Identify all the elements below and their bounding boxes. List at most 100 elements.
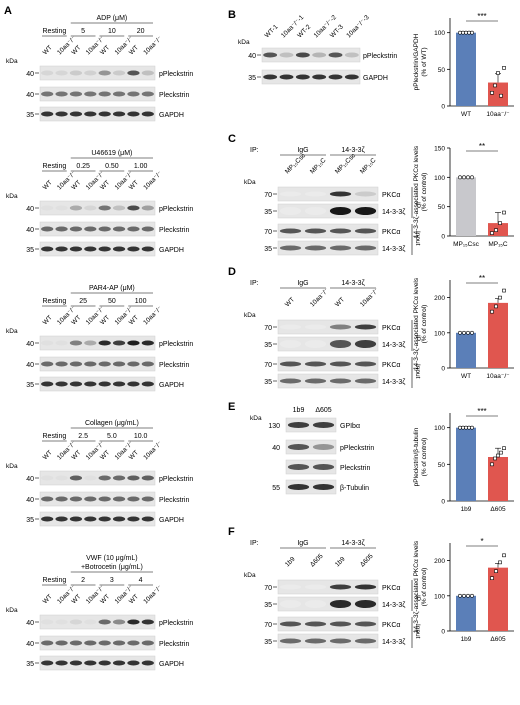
blot-label: Pleckstrin [159,497,189,504]
blot-label: PKCα [382,325,400,332]
dose-label: 10.0 [134,433,148,440]
band [279,621,302,627]
mw-marker: 40 [248,53,256,60]
y-tick-label: 50 [438,462,446,469]
kda-label: kDa [6,328,18,335]
band [329,378,352,384]
blot-label: Pleckstrin [159,227,189,234]
band [141,91,154,97]
band [98,340,111,346]
y-tick-label: 0 [441,234,445,241]
band [141,475,154,481]
bar [456,427,476,501]
blot-label: pPleckstrin [159,476,193,483]
lane-label: WT [334,296,346,308]
ip-group-label: 14-3-3ζ [341,540,364,547]
significance-label: *** [477,407,486,416]
y-tick-label: 0 [441,104,445,111]
band [354,245,377,251]
data-point [466,330,470,335]
dose-label: 10 [108,28,116,35]
data-point [466,175,470,180]
dose-label: 2 [81,577,85,584]
data-point [499,93,503,98]
data-point [470,330,474,335]
blot-label: Pleckstrin [340,465,370,472]
band [69,496,83,502]
dose-label: 5 [81,28,85,35]
blot-gapdh [39,106,156,122]
band [84,246,97,252]
lane-label: 1b9 [284,556,297,569]
blot-ppleckstrin [39,335,156,351]
band [55,619,68,625]
bar [488,82,508,106]
mw-marker: 35 [248,75,256,82]
dose-label: 0.50 [105,163,119,170]
band [55,91,68,97]
band [279,52,294,58]
data-point [502,210,506,215]
band [279,638,302,644]
blot-gapdh [39,241,156,257]
blot-label: Pleckstrin [159,362,189,369]
band [98,516,111,522]
blot-strip [277,336,379,352]
mw-marker: 35 [264,246,272,253]
band [41,619,54,625]
blot-label: GAPDH [159,247,184,254]
data-point [470,30,474,35]
bar [488,457,508,501]
band [141,226,154,232]
genotype-label: WT [42,179,54,191]
condition-label-2: +Botrocetin (μg/mL) [81,564,143,571]
blot-pleckstrin [39,491,156,507]
band [127,640,140,646]
bar-chart-c [447,147,514,237]
genotype-label: 10aa⁻/⁻ [142,305,164,327]
significance-label: ** [479,142,485,151]
kda-label: kDa [238,39,250,46]
band [279,361,302,367]
blot-label: 14-3-3ζ [382,209,405,216]
mw-marker: 35 [264,379,272,386]
blot-label: PKCα [382,362,400,369]
band [127,205,140,211]
blot-strip [277,240,379,256]
blot-strip [285,439,337,455]
bar-chart-e [447,413,514,502]
band [287,484,310,490]
blot-pleckstrin [39,356,156,372]
band [304,245,327,251]
band [354,340,377,348]
band [41,111,54,117]
resting-label: Resting [43,577,67,584]
band [41,226,54,232]
band [69,619,83,625]
blot-ppleckstrin [39,65,156,81]
blot-label: pPleckstrin [159,620,193,627]
band [98,111,111,117]
band [127,619,140,625]
band [141,516,154,522]
data-point [470,175,474,180]
bar-chart-b [447,18,514,107]
mw-marker: 70 [264,622,272,629]
band [41,91,54,97]
blot-label: 14-3-3ζ [382,602,405,609]
genotype-label: WT [42,593,54,605]
significance-label: ** [479,274,485,283]
blot-gapdh [39,376,156,392]
band [55,516,68,522]
band [98,475,111,481]
blot-label: GAPDH [363,75,388,82]
blot-label: pPleckstrin [159,206,193,213]
bar-chart-f [447,543,514,632]
band [69,91,83,97]
data-point [494,569,498,573]
band [304,584,327,590]
band [69,381,83,387]
ip-group-label: 14-3-3ζ [341,147,364,154]
y-axis-label: 14-3-3ζ-associated PKCα levels [413,277,420,370]
band [141,111,154,117]
